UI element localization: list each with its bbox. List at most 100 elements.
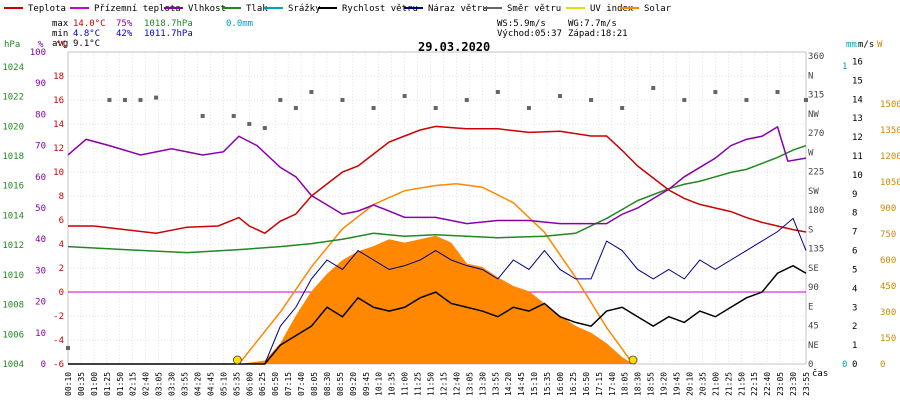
hpa-tick: 1010 [2,271,24,281]
time-tick: 06:50 [271,372,280,396]
wind-direction-point [651,86,656,90]
time-tick: 04:45 [206,372,215,396]
legend-label: Náraz větru [428,4,488,14]
time-tick: 04:20 [193,372,202,396]
time-tick: 13:30 [478,372,487,396]
time-tick: 05:10 [219,372,228,396]
c-tick: -4 [53,336,64,346]
dir-tick: 225 [808,168,824,178]
legend-item: Vlhkost [164,4,226,14]
legend-label: Srážky [288,4,321,14]
mm-tick: 1 [842,62,847,72]
time-tick: 11:50 [427,372,436,396]
wind-direction-point [371,106,376,110]
hpa-tick: 1012 [2,241,24,251]
time-tick: 03:55 [181,372,190,396]
axis-unit-c: °C [56,40,67,50]
time-tick: 01:50 [116,372,125,396]
c-tick: 16 [53,96,64,106]
time-tick: 10:35 [388,372,397,396]
time-tick: 06:25 [258,372,267,396]
time-tick: 06:00 [245,372,254,396]
ms-tick: 9 [852,190,857,200]
time-tick: 11:25 [414,372,423,396]
legend-item: Tlak [222,4,268,14]
stats-max-hum: 75% [116,19,133,29]
pct-tick: 30 [35,266,46,276]
wind-direction-point [526,106,531,110]
dir-tick: N [808,71,813,81]
time-tick: 16:00 [556,372,565,396]
wind-direction-point [247,122,252,126]
time-tick: 21:50 [737,372,746,396]
w-tick: 450 [880,282,896,292]
w-tick: 900 [880,204,896,214]
ms-tick: 2 [852,322,857,332]
c-tick: 18 [53,72,64,82]
time-tick: 00:35 [77,372,86,396]
wind-direction-point [620,106,625,110]
wind-direction-point [154,95,159,100]
time-tick: 02:40 [142,372,151,396]
axis-unit-ms: m/s [858,40,874,50]
time-tick: 15:10 [530,372,539,396]
dir-tick: 180 [808,206,824,216]
pct-tick: 80 [35,110,46,120]
wind-direction-point [340,98,345,102]
wind-direction-point [122,98,127,102]
time-tick: 03:30 [168,372,177,396]
time-tick: 21:25 [724,372,733,396]
w-tick: 1200 [880,152,900,162]
hpa-tick: 1008 [2,301,24,311]
c-tick: 6 [59,216,64,226]
stats-min-press: 1011.7hPa [144,29,193,39]
series-pressure [67,144,807,254]
time-tick: 14:45 [517,372,526,396]
time-tick: 08:05 [310,372,319,396]
ms-tick: 8 [852,209,857,219]
time-tick: 08:55 [336,372,345,396]
legend-label: Přízemní teplota [94,4,181,14]
stats-min-hum: 42% [116,29,133,39]
time-tick: 17:40 [608,372,617,396]
time-tick: 14:20 [504,372,513,396]
c-tick: 10 [53,168,64,178]
stats-sunrise: Východ:05:37 [497,29,562,39]
stats-min-label: min [52,29,68,39]
w-tick: 600 [880,256,896,266]
axis-unit-mm: mm [846,40,857,50]
stats-max-rain: 0.0mm [226,19,253,29]
axis-unit-hpa: hPa [4,40,20,50]
dir-tick: W [808,148,814,158]
series-layer [66,86,808,365]
wind-direction-point [682,98,687,102]
time-tick: 15:35 [543,372,552,396]
time-tick: 22:15 [750,372,759,396]
legend-label: Vlhkost [188,4,226,14]
time-tick: 10:10 [375,372,384,396]
legend-label: UV index [590,4,634,14]
legend-label: Solar [644,4,672,14]
wind-direction-point [495,90,500,94]
legend-label: Teplota [28,4,66,14]
wind-direction-point [464,98,469,102]
w-tick: 1050 [880,178,900,188]
ms-tick: 4 [852,284,857,294]
dir-tick: SE [808,264,819,274]
wind-direction-point [231,114,236,118]
sunset-marker [628,355,638,365]
time-tick: 12:15 [439,372,448,396]
series-wind-speed [68,264,807,365]
ms-tick: 12 [852,133,863,143]
pct-tick: 0 [41,360,46,370]
series-solar [238,235,634,364]
ms-tick: 13 [852,114,863,124]
dir-tick: 0 [808,360,813,370]
dir-tick: E [808,302,813,312]
legend-label: Směr větru [507,4,561,14]
stats-max-temp: 14.0°C [73,19,106,29]
time-tick: 03:05 [155,372,164,396]
legend-item: Teplota [4,4,66,14]
hpa-tick: 1014 [2,211,24,221]
time-tick: 01:25 [103,372,112,396]
